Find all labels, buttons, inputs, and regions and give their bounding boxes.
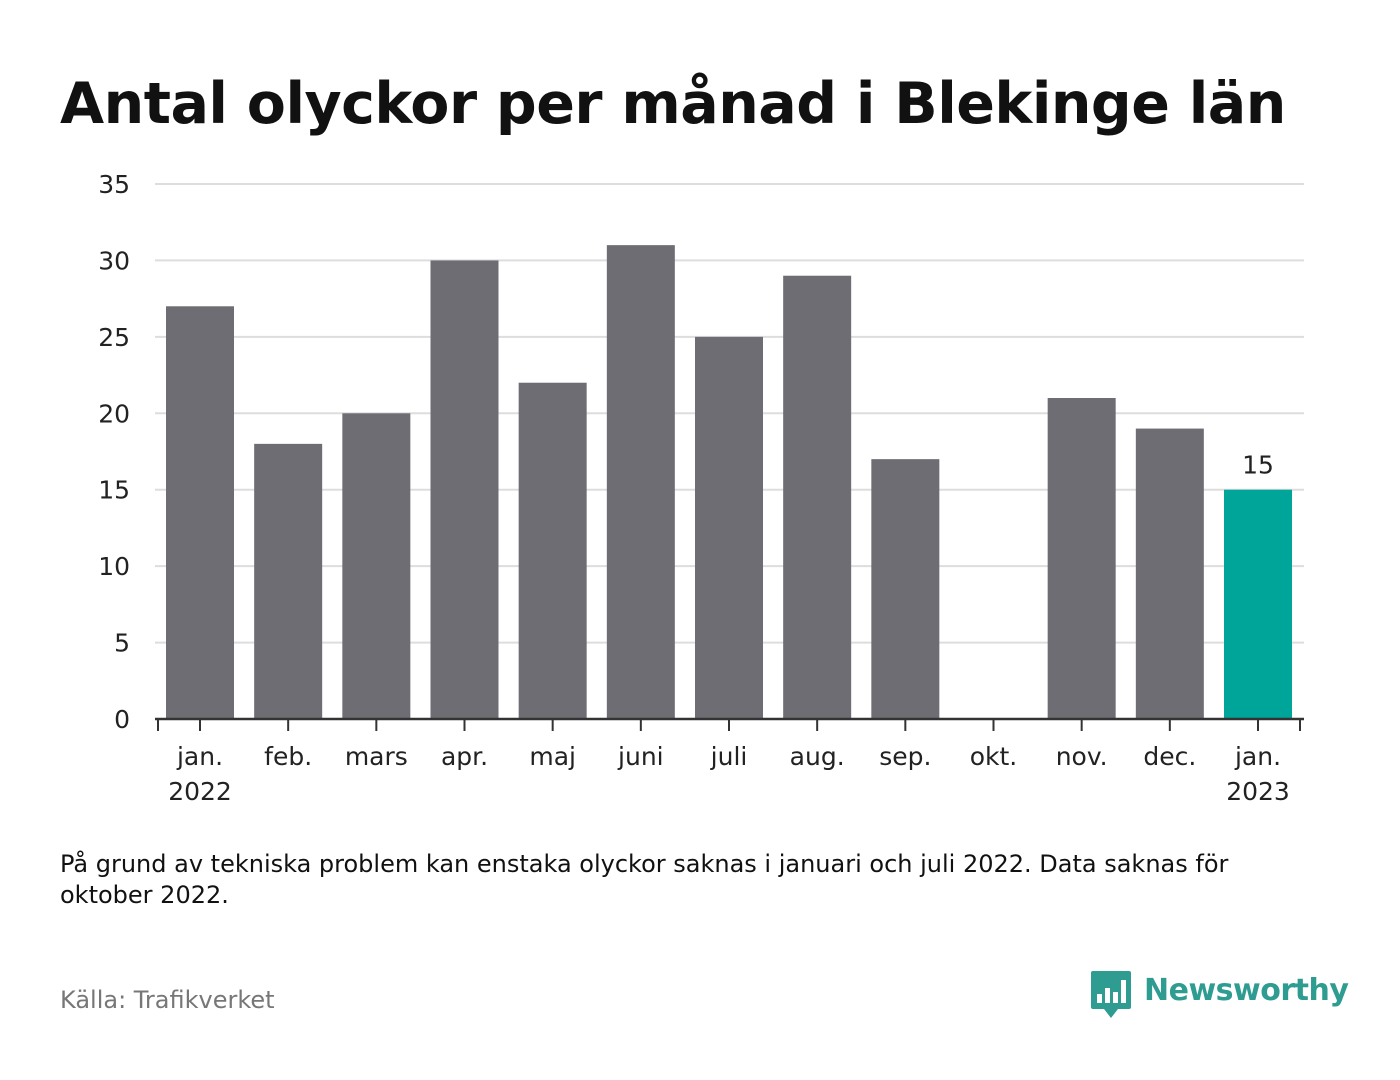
bar — [695, 336, 763, 719]
x-tick-label: jan. — [176, 742, 223, 771]
y-tick-label: 10 — [98, 552, 130, 581]
newsworthy-logo-icon — [1091, 971, 1131, 1018]
chart-title: Antal olyckor per månad i Blekinge län — [60, 71, 1286, 137]
data-label: 15 — [1242, 451, 1274, 480]
brand-name: Newsworthy — [1144, 973, 1349, 1008]
y-tick-label: 35 — [98, 170, 130, 199]
brand-logo: Newsworthy — [1090, 970, 1349, 1022]
x-tick-label: jan. — [1234, 742, 1281, 771]
y-tick-label: 25 — [98, 323, 130, 352]
x-tick-label: aug. — [790, 742, 845, 771]
x-axis — [155, 717, 1304, 731]
x-tick-label: dec. — [1143, 742, 1196, 771]
y-tick-label: 0 — [114, 705, 130, 734]
x-tick-label: nov. — [1056, 742, 1108, 771]
x-tick-label: maj — [529, 742, 576, 771]
bar — [342, 413, 411, 719]
x-tick-label: 2023 — [1226, 777, 1290, 806]
y-tick-label: 30 — [98, 246, 130, 275]
bar — [606, 245, 675, 719]
x-tick-label: feb. — [264, 742, 312, 771]
bar — [1047, 398, 1116, 719]
source-credit: Källa: Trafikverket — [60, 986, 275, 1014]
bars — [166, 245, 1292, 719]
bar — [430, 260, 499, 719]
bar-chart: 0 5 10 15 20 25 30 35 jan. 2022 feb. mars apr. maj ju… — [98, 170, 1304, 806]
bar — [518, 382, 587, 719]
x-axis-tick-labels: jan. 2022 feb. mars apr. maj juni juli aug. sep. o… — [168, 742, 1290, 806]
x-tick-label: okt. — [970, 742, 1018, 771]
bar — [166, 306, 234, 719]
bar — [1135, 428, 1204, 719]
x-tick-label: 2022 — [168, 777, 232, 806]
data-labels: 15 — [1242, 451, 1274, 480]
x-tick-label: apr. — [441, 742, 488, 771]
y-tick-label: 15 — [98, 476, 130, 505]
y-axis-tick-labels: 0 5 10 15 20 25 30 35 — [98, 170, 130, 734]
x-tick-label: juli — [710, 742, 748, 771]
bar — [871, 459, 940, 719]
bar — [254, 443, 323, 719]
y-tick-label: 20 — [98, 399, 130, 428]
footnote: På grund av tekniska problem kan enstaka… — [60, 850, 1229, 909]
bar — [1224, 489, 1292, 719]
bar — [783, 275, 852, 719]
x-tick-label: mars — [345, 742, 408, 771]
x-tick-label: juni — [617, 742, 664, 771]
x-tick-label: sep. — [879, 742, 931, 771]
y-tick-label: 5 — [114, 629, 130, 658]
